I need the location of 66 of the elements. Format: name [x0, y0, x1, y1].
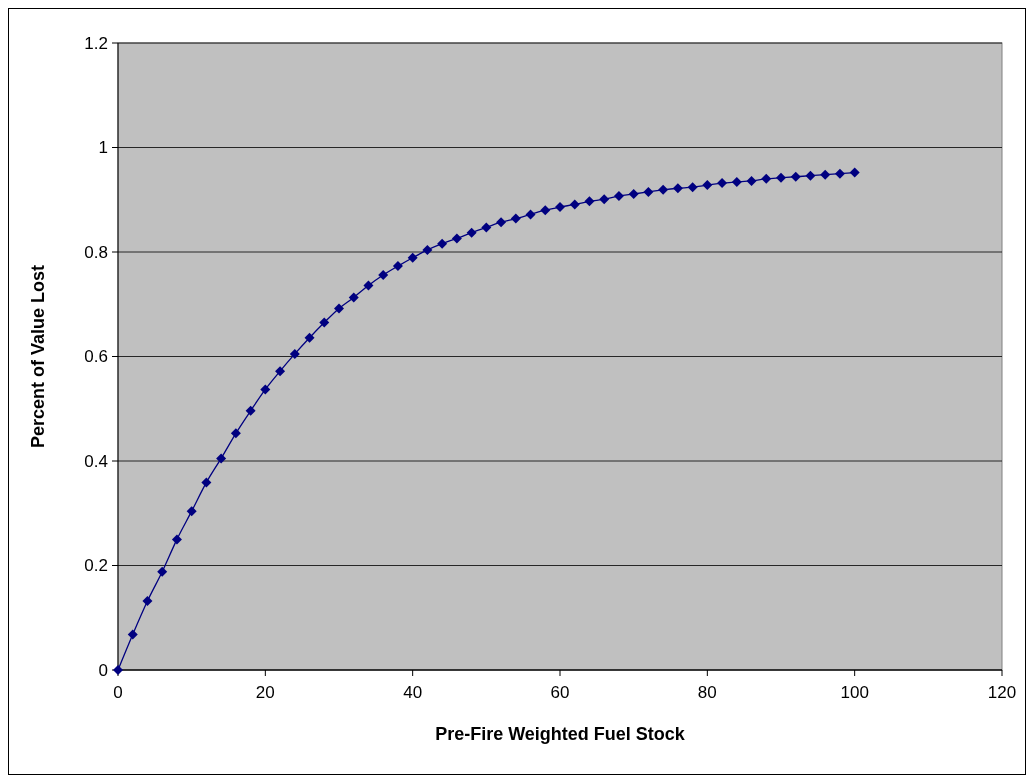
- point: [157, 566, 168, 577]
- point: [201, 477, 212, 488]
- point: [407, 252, 418, 263]
- point: [599, 194, 610, 205]
- y-tick-label: 1.2: [84, 33, 108, 53]
- point: [849, 167, 860, 178]
- y-tick-label: 1: [98, 138, 108, 158]
- point: [643, 186, 654, 197]
- y-tick-label: 0: [98, 660, 108, 680]
- point: [672, 183, 683, 194]
- point: [805, 170, 816, 181]
- point: [613, 191, 624, 202]
- point: [142, 596, 153, 607]
- point: [451, 233, 462, 244]
- point: [834, 168, 845, 179]
- point: [658, 184, 669, 195]
- point: [422, 244, 433, 255]
- point: [702, 180, 713, 191]
- point: [481, 222, 492, 233]
- point: [717, 178, 728, 189]
- point: [437, 238, 448, 249]
- point: [334, 303, 344, 314]
- point: [245, 405, 256, 416]
- point: [275, 366, 286, 377]
- x-tick-label: 40: [403, 683, 423, 702]
- point: [687, 182, 698, 193]
- point: [363, 280, 374, 291]
- point: [289, 348, 300, 359]
- point: [525, 209, 536, 220]
- point: [540, 205, 551, 216]
- point: [776, 172, 786, 183]
- point: [569, 199, 580, 210]
- y-tick-label: 0.2: [84, 556, 108, 576]
- x-tick-label: 120: [987, 683, 1017, 702]
- point: [186, 506, 197, 517]
- point: [230, 428, 241, 439]
- point: [171, 534, 182, 545]
- y-tick-label: 0.8: [84, 242, 108, 262]
- point: [260, 384, 271, 395]
- point: [319, 317, 330, 328]
- point: [746, 175, 757, 186]
- x-axis-title: Pre-Fire Weighted Fuel Stock: [435, 724, 686, 744]
- point: [731, 176, 742, 187]
- x-tick-label: 100: [840, 683, 869, 702]
- point: [555, 202, 565, 213]
- point: [216, 453, 227, 464]
- point: [761, 173, 772, 184]
- point: [127, 629, 138, 640]
- x-tick-label: 80: [697, 683, 717, 702]
- x-tick-label: 60: [550, 683, 570, 702]
- point: [496, 217, 507, 228]
- point: [378, 269, 389, 280]
- y-tick-label: 0.4: [84, 451, 108, 471]
- point: [628, 189, 639, 199]
- point: [584, 196, 595, 207]
- point: [348, 292, 359, 303]
- point: [466, 227, 477, 238]
- x-tick-label: 20: [255, 683, 275, 702]
- point: [790, 171, 801, 182]
- point: [304, 332, 315, 343]
- y-tick-label: 0.6: [84, 347, 108, 367]
- point: [820, 169, 831, 180]
- y-axis-title: Percent of Value Lost: [28, 264, 48, 449]
- point: [510, 213, 521, 224]
- x-tick-label: 0: [113, 683, 123, 702]
- point: [392, 261, 403, 272]
